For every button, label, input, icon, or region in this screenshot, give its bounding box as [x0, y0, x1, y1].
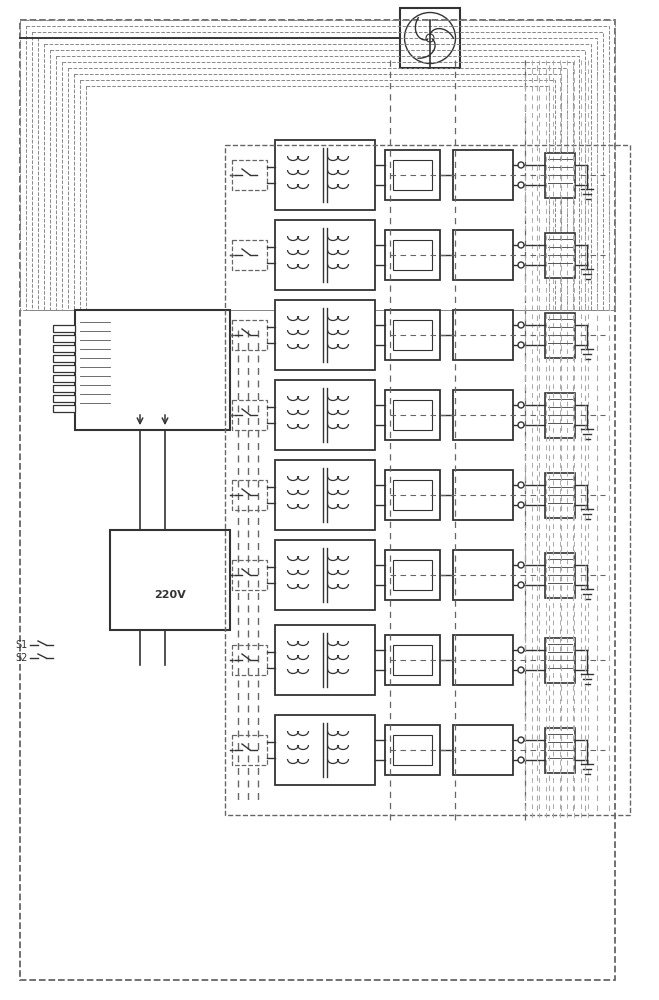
- Circle shape: [518, 647, 524, 653]
- Circle shape: [518, 667, 524, 673]
- Bar: [275, 220, 375, 290]
- Bar: [453, 635, 513, 685]
- Bar: [453, 550, 513, 600]
- Bar: [20, 20, 615, 310]
- Bar: [545, 473, 575, 518]
- Circle shape: [518, 402, 524, 408]
- Circle shape: [518, 322, 524, 328]
- Circle shape: [518, 482, 524, 488]
- Bar: [275, 380, 375, 450]
- Circle shape: [518, 757, 524, 763]
- Bar: [62, 62, 573, 310]
- Bar: [545, 393, 575, 438]
- Circle shape: [518, 562, 524, 568]
- Bar: [275, 300, 375, 370]
- Text: S1: S1: [15, 640, 27, 650]
- Bar: [74, 74, 561, 310]
- Bar: [393, 320, 432, 350]
- Bar: [110, 530, 230, 630]
- Bar: [232, 160, 267, 190]
- Bar: [232, 735, 267, 765]
- Bar: [453, 230, 513, 280]
- Bar: [50, 50, 585, 310]
- Bar: [232, 320, 267, 350]
- Circle shape: [518, 502, 524, 508]
- Bar: [275, 540, 375, 610]
- Bar: [232, 645, 267, 675]
- Bar: [232, 560, 267, 590]
- Circle shape: [518, 182, 524, 188]
- Bar: [275, 715, 375, 785]
- Bar: [385, 550, 440, 600]
- Bar: [393, 735, 432, 765]
- Bar: [275, 460, 375, 530]
- Circle shape: [518, 737, 524, 743]
- Circle shape: [518, 582, 524, 588]
- Bar: [53, 395, 75, 402]
- Bar: [75, 310, 230, 430]
- Circle shape: [426, 34, 434, 42]
- Bar: [225, 145, 630, 815]
- Bar: [44, 44, 591, 310]
- Circle shape: [518, 342, 524, 348]
- Bar: [53, 345, 75, 352]
- Bar: [385, 635, 440, 685]
- Bar: [32, 32, 603, 310]
- Circle shape: [518, 422, 524, 428]
- Bar: [393, 160, 432, 190]
- Bar: [545, 313, 575, 358]
- Bar: [275, 625, 375, 695]
- Bar: [400, 8, 460, 68]
- Bar: [453, 150, 513, 200]
- Bar: [232, 240, 267, 270]
- Circle shape: [518, 162, 524, 168]
- Bar: [275, 140, 375, 210]
- Bar: [53, 385, 75, 392]
- Circle shape: [518, 242, 524, 248]
- Bar: [453, 310, 513, 360]
- Bar: [545, 553, 575, 598]
- Bar: [38, 38, 597, 310]
- Bar: [453, 390, 513, 440]
- Bar: [232, 400, 267, 430]
- Bar: [385, 725, 440, 775]
- Bar: [545, 153, 575, 198]
- Bar: [53, 405, 75, 412]
- Bar: [56, 56, 579, 310]
- Bar: [393, 400, 432, 430]
- Bar: [393, 560, 432, 590]
- Bar: [53, 355, 75, 362]
- Bar: [68, 68, 567, 310]
- Bar: [385, 470, 440, 520]
- Bar: [453, 725, 513, 775]
- Bar: [53, 375, 75, 382]
- Bar: [453, 470, 513, 520]
- Bar: [26, 26, 609, 310]
- Bar: [385, 230, 440, 280]
- Text: S2: S2: [15, 653, 28, 663]
- Bar: [385, 150, 440, 200]
- Text: 220V: 220V: [154, 590, 186, 600]
- Bar: [385, 310, 440, 360]
- Bar: [385, 390, 440, 440]
- Bar: [393, 645, 432, 675]
- Bar: [545, 728, 575, 773]
- Bar: [232, 480, 267, 510]
- Bar: [86, 86, 549, 310]
- Bar: [80, 80, 555, 310]
- Circle shape: [518, 262, 524, 268]
- Bar: [53, 325, 75, 332]
- Bar: [545, 638, 575, 683]
- Bar: [545, 233, 575, 278]
- Bar: [53, 335, 75, 342]
- Bar: [393, 480, 432, 510]
- Bar: [393, 240, 432, 270]
- Bar: [53, 365, 75, 372]
